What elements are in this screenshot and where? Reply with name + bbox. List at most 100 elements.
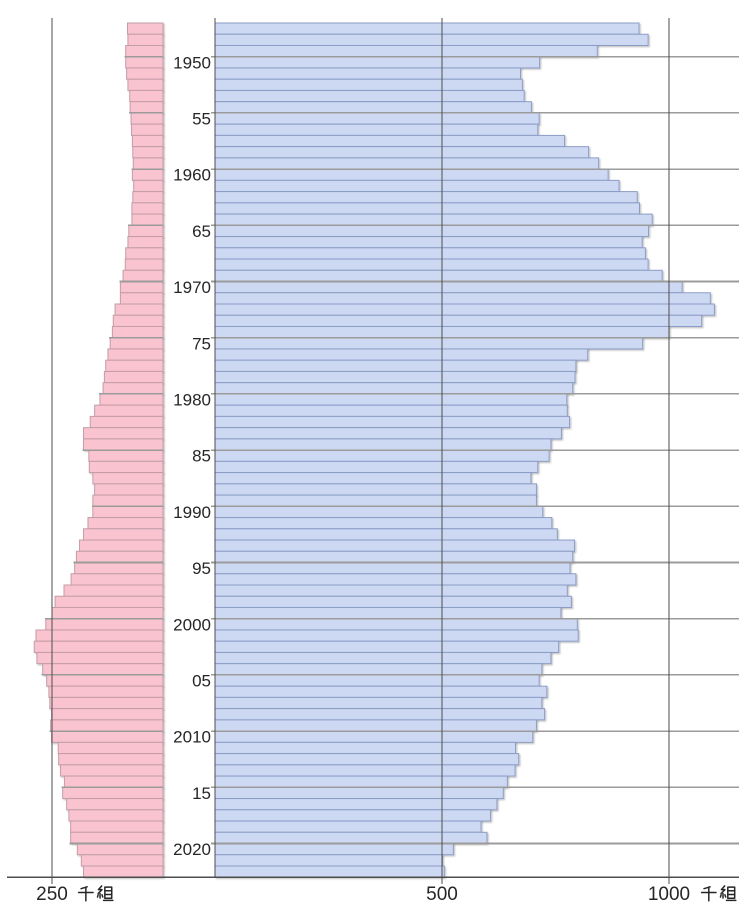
left-axis-label-250: 250 bbox=[36, 884, 68, 905]
left-bar-1960 bbox=[131, 168, 164, 181]
right-bar-1977 bbox=[214, 359, 577, 372]
left-axis-label-250-unit-千 bbox=[77, 886, 94, 902]
left-bar-1971 bbox=[119, 292, 164, 305]
left-bar-1951 bbox=[126, 67, 164, 80]
right-bar-1973 bbox=[214, 314, 703, 327]
right-bar-1949 bbox=[214, 44, 598, 58]
year-tick-label-2005: 05 bbox=[192, 672, 211, 691]
left-bar-1995 bbox=[74, 562, 164, 575]
right-bar-2019 bbox=[214, 831, 488, 845]
right-bar-2011 bbox=[214, 741, 517, 755]
left-bar-1994 bbox=[75, 550, 164, 564]
right-bar-2000 bbox=[214, 618, 578, 631]
right-bar-1967 bbox=[214, 247, 646, 260]
right-bar-1957 bbox=[214, 134, 566, 148]
right-bar-2006 bbox=[214, 685, 548, 698]
right-bar-1993 bbox=[214, 539, 576, 552]
right-bar-2010 bbox=[214, 730, 534, 743]
left-bar-1998 bbox=[54, 595, 164, 608]
right-bar-1963 bbox=[214, 202, 640, 215]
year-tick-label-1970: 1970 bbox=[173, 278, 211, 297]
right-bar-1979 bbox=[214, 382, 574, 395]
right-axis-label-1000: 1000 bbox=[648, 884, 690, 905]
left-bar-1972 bbox=[114, 303, 164, 316]
right-bar-1981 bbox=[214, 404, 568, 417]
right-bar-2002 bbox=[214, 640, 560, 653]
left-bar-2008 bbox=[51, 708, 164, 721]
left-bar-1985 bbox=[88, 449, 164, 462]
right-bar-2015 bbox=[214, 786, 504, 800]
left-bar-1961 bbox=[133, 179, 164, 193]
left-bar-2004 bbox=[42, 663, 164, 676]
right-bar-1991 bbox=[214, 517, 553, 530]
left-bar-2017 bbox=[68, 809, 164, 822]
left-bar-1957 bbox=[131, 134, 164, 148]
left-bar-1949 bbox=[125, 44, 164, 58]
right-bar-2016 bbox=[214, 798, 498, 811]
right-bar-1997 bbox=[214, 584, 568, 597]
left-bar-1970 bbox=[119, 281, 164, 294]
right-bar-1948 bbox=[214, 33, 649, 46]
left-bar-1959 bbox=[132, 157, 164, 170]
year-tick-label-2010: 2010 bbox=[173, 728, 211, 747]
left-bar-2021 bbox=[80, 854, 164, 867]
right-bar-1995 bbox=[214, 562, 571, 575]
left-axis-label-250-unit-組 bbox=[96, 885, 114, 902]
right-bar-2009 bbox=[214, 719, 537, 732]
left-bar-1975 bbox=[109, 337, 164, 350]
right-bar-1985 bbox=[214, 449, 550, 462]
right-bar-1969 bbox=[214, 269, 663, 283]
right-axis-label-500: 500 bbox=[426, 884, 458, 905]
right-bar-2004 bbox=[214, 663, 543, 676]
right-bar-1976 bbox=[214, 348, 589, 361]
right-bar-1994 bbox=[214, 550, 574, 564]
year-tick-label-1980: 1980 bbox=[173, 391, 211, 410]
right-bar-1998 bbox=[214, 595, 572, 608]
right-bar-1978 bbox=[214, 370, 576, 384]
left-bar-2002 bbox=[33, 640, 164, 653]
left-bar-1962 bbox=[132, 191, 164, 204]
left-bar-1999 bbox=[51, 606, 164, 620]
right-axis-label-1000-unit-千 bbox=[700, 886, 717, 902]
left-bar-1977 bbox=[105, 359, 164, 372]
right-bar-1992 bbox=[214, 528, 558, 541]
left-bar-1948 bbox=[127, 33, 164, 46]
right-bar-2021 bbox=[214, 854, 443, 867]
right-bar-1953 bbox=[214, 89, 525, 103]
right-bar-1980 bbox=[214, 393, 568, 406]
left-bar-1967 bbox=[125, 247, 164, 260]
right-bar-1990 bbox=[214, 505, 544, 519]
left-bar-1992 bbox=[83, 528, 164, 541]
left-bar-1952 bbox=[127, 78, 164, 91]
year-tick-label-2000: 2000 bbox=[173, 615, 211, 634]
right-bar-1972 bbox=[214, 303, 715, 316]
year-tick-label-1950: 1950 bbox=[173, 53, 211, 72]
left-bar-1982 bbox=[89, 415, 164, 429]
right-bar-1962 bbox=[214, 191, 638, 204]
right-bar-1952 bbox=[214, 78, 523, 91]
year-tick-label-1985: 85 bbox=[192, 447, 211, 466]
right-bar-1956 bbox=[214, 123, 539, 136]
right-bar-1954 bbox=[214, 101, 532, 114]
year-tick-label-1955: 55 bbox=[192, 110, 211, 129]
left-bar-1969 bbox=[122, 269, 164, 283]
right-bar-1959 bbox=[214, 157, 600, 170]
left-bar-1974 bbox=[111, 325, 164, 339]
right-bar-1955 bbox=[214, 112, 540, 125]
left-bar-2020 bbox=[76, 843, 164, 856]
right-bar-1958 bbox=[214, 146, 590, 159]
year-tick-label-1975: 75 bbox=[192, 334, 211, 353]
left-bar-1984 bbox=[83, 438, 164, 451]
year-tick-label-2020: 2020 bbox=[173, 840, 211, 859]
left-bar-2006 bbox=[48, 685, 164, 698]
right-bar-1986 bbox=[214, 460, 539, 474]
left-bar-1987 bbox=[92, 472, 164, 485]
right-bar-2020 bbox=[214, 843, 454, 856]
left-bar-1990 bbox=[92, 505, 164, 519]
right-bar-1950 bbox=[214, 56, 541, 69]
year-tick-label-2015: 15 bbox=[192, 784, 211, 803]
right-bar-1984 bbox=[214, 438, 552, 451]
left-bar-1991 bbox=[87, 517, 164, 530]
